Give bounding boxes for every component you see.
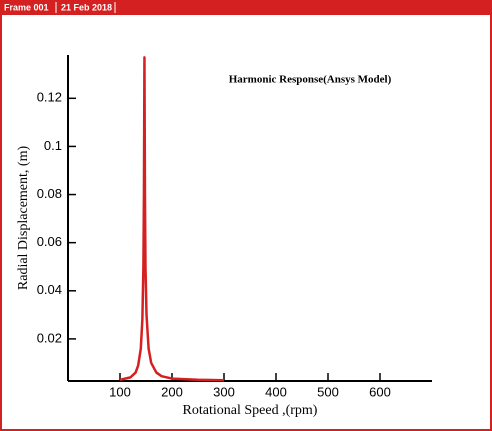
x-tick-label: 400 bbox=[265, 384, 287, 399]
response-line bbox=[119, 56, 225, 382]
x-tick-label: 200 bbox=[161, 384, 183, 399]
x-tick-label: 600 bbox=[369, 384, 391, 399]
annotation: Harmonic Response(Ansys Model) bbox=[229, 74, 392, 86]
y-axis-label: Radial Displacement, (m) bbox=[16, 146, 31, 291]
date-label: 21 Feb 2018 bbox=[61, 2, 112, 12]
x-tick-label: 300 bbox=[213, 384, 235, 399]
y-tick-label: 0.1 bbox=[44, 138, 62, 153]
header-bar bbox=[0, 0, 492, 15]
x-tick-label: 500 bbox=[317, 384, 339, 399]
frame-label: Frame 001 bbox=[4, 2, 49, 12]
y-tick-label: 0.08 bbox=[37, 186, 62, 201]
y-tick-label: 0.12 bbox=[37, 90, 62, 105]
x-tick-label: 100 bbox=[109, 384, 131, 399]
y-tick-label: 0.06 bbox=[37, 234, 62, 249]
y-tick-label: 0.04 bbox=[37, 282, 62, 297]
y-tick-label: 0.02 bbox=[37, 330, 62, 345]
x-axis-label: Rotational Speed ,(rpm) bbox=[183, 403, 318, 418]
